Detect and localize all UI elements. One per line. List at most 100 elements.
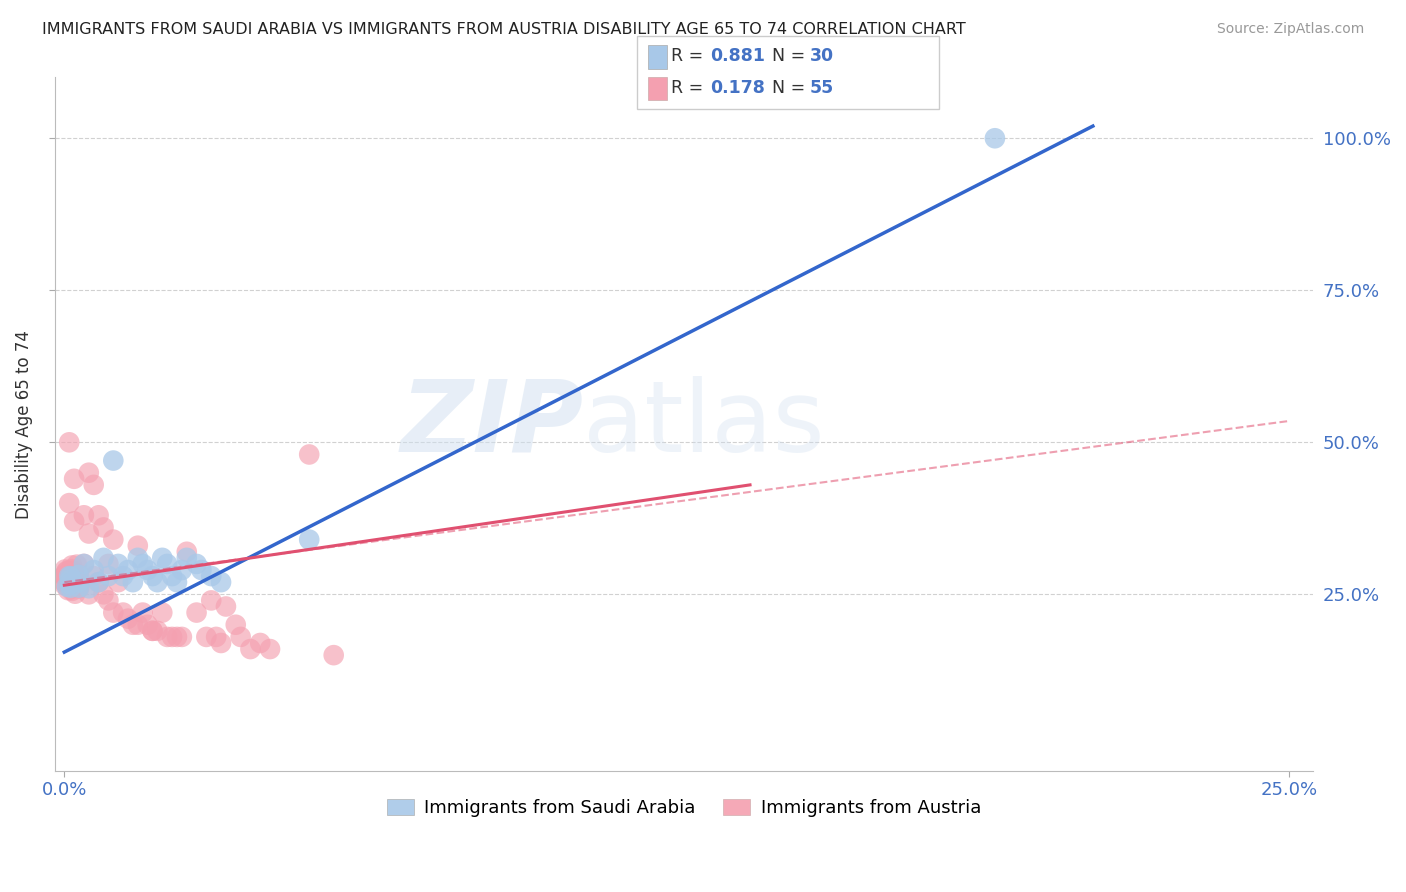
- Point: [87, 575, 110, 590]
- Point: [249, 636, 271, 650]
- Text: Source: ZipAtlas.com: Source: ZipAtlas.com: [1216, 22, 1364, 37]
- Point: [97, 593, 120, 607]
- Point: [58, 583, 80, 598]
- Point: [63, 514, 86, 528]
- Point: [122, 617, 145, 632]
- Point: [59, 581, 82, 595]
- Point: [984, 131, 1007, 145]
- Point: [195, 630, 218, 644]
- Point: [73, 508, 96, 523]
- Point: [176, 550, 198, 565]
- Point: [127, 539, 149, 553]
- Point: [141, 624, 163, 638]
- Legend: Immigrants from Saudi Arabia, Immigrants from Austria: Immigrants from Saudi Arabia, Immigrants…: [380, 791, 988, 824]
- Point: [83, 569, 105, 583]
- Point: [117, 563, 139, 577]
- Point: [150, 550, 173, 565]
- Y-axis label: Disability Age 65 to 74: Disability Age 65 to 74: [15, 330, 32, 518]
- Point: [67, 567, 90, 582]
- Point: [60, 558, 83, 573]
- Point: [67, 581, 90, 595]
- Point: [53, 562, 76, 576]
- Point: [186, 557, 208, 571]
- Point: [77, 587, 100, 601]
- Point: [55, 574, 77, 588]
- Point: [209, 575, 232, 590]
- Point: [58, 566, 80, 580]
- Point: [170, 563, 193, 577]
- Point: [59, 569, 82, 583]
- Point: [107, 557, 129, 571]
- Text: R =: R =: [671, 47, 709, 65]
- Point: [87, 508, 110, 523]
- Point: [93, 587, 115, 601]
- Point: [55, 565, 77, 579]
- Point: [200, 569, 222, 583]
- Point: [112, 569, 135, 583]
- Point: [170, 630, 193, 644]
- Point: [58, 569, 80, 583]
- Point: [103, 606, 125, 620]
- Point: [53, 569, 76, 583]
- Point: [150, 606, 173, 620]
- Text: N =: N =: [772, 79, 811, 97]
- Point: [58, 435, 80, 450]
- Text: ZIP: ZIP: [401, 376, 583, 473]
- Point: [122, 575, 145, 590]
- Point: [205, 630, 228, 644]
- Point: [136, 563, 159, 577]
- Point: [112, 606, 135, 620]
- Point: [131, 557, 153, 571]
- Point: [58, 496, 80, 510]
- Point: [67, 569, 90, 583]
- Point: [117, 612, 139, 626]
- Point: [190, 563, 212, 577]
- Point: [225, 617, 247, 632]
- Point: [67, 578, 90, 592]
- Point: [156, 630, 179, 644]
- Point: [259, 642, 281, 657]
- Text: IMMIGRANTS FROM SAUDI ARABIA VS IMMIGRANTS FROM AUSTRIA DISABILITY AGE 65 TO 74 : IMMIGRANTS FROM SAUDI ARABIA VS IMMIGRAN…: [42, 22, 966, 37]
- Point: [53, 575, 76, 590]
- Point: [53, 578, 76, 592]
- Point: [93, 520, 115, 534]
- Point: [160, 569, 183, 583]
- Point: [83, 563, 105, 577]
- Point: [215, 599, 238, 614]
- Point: [93, 550, 115, 565]
- Text: atlas: atlas: [583, 376, 825, 473]
- Text: 0.178: 0.178: [710, 79, 765, 97]
- Point: [103, 453, 125, 467]
- Point: [59, 577, 82, 591]
- Point: [67, 577, 90, 591]
- Point: [53, 568, 76, 582]
- Point: [239, 642, 262, 657]
- Point: [103, 533, 125, 547]
- Point: [298, 533, 321, 547]
- Point: [186, 606, 208, 620]
- Point: [87, 575, 110, 590]
- Point: [200, 593, 222, 607]
- Point: [77, 466, 100, 480]
- Point: [60, 583, 83, 598]
- Point: [59, 573, 82, 587]
- Point: [73, 557, 96, 571]
- Point: [127, 617, 149, 632]
- Point: [141, 624, 163, 638]
- Point: [146, 624, 169, 638]
- Point: [146, 575, 169, 590]
- Point: [298, 447, 321, 461]
- Point: [166, 630, 188, 644]
- Text: 0.881: 0.881: [710, 47, 765, 65]
- Point: [63, 472, 86, 486]
- Point: [56, 580, 79, 594]
- Point: [77, 526, 100, 541]
- Point: [60, 575, 83, 590]
- Text: 30: 30: [810, 47, 834, 65]
- Point: [322, 648, 344, 662]
- Point: [141, 569, 163, 583]
- Point: [160, 630, 183, 644]
- Point: [65, 574, 87, 589]
- Text: N =: N =: [772, 47, 811, 65]
- Point: [97, 569, 120, 583]
